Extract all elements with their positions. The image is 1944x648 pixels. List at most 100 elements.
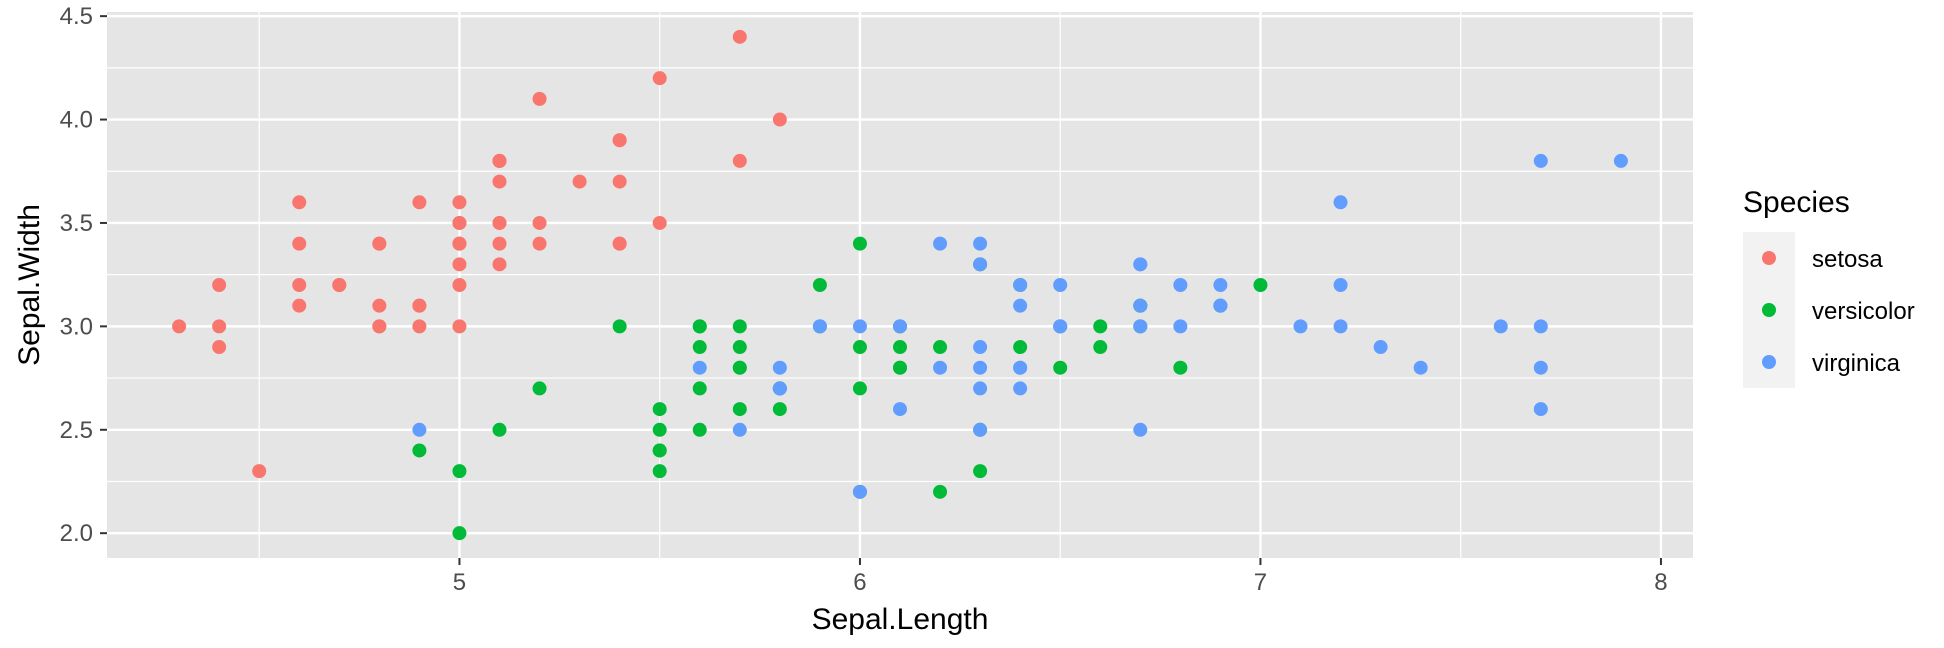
data-point-setosa xyxy=(452,236,467,251)
data-point-virginica xyxy=(772,360,787,375)
data-point-virginica xyxy=(933,236,948,251)
data-point-virginica xyxy=(893,319,907,334)
data-point-virginica xyxy=(732,422,747,437)
data-point-virginica xyxy=(1333,278,1348,292)
data-point-versicolor xyxy=(412,443,427,458)
data-point-versicolor xyxy=(1173,360,1188,375)
data-point-setosa xyxy=(452,278,467,292)
data-point-virginica xyxy=(852,319,867,334)
data-point-versicolor xyxy=(893,340,907,355)
data-point-virginica xyxy=(1333,195,1348,210)
data-point-setosa xyxy=(732,29,747,44)
data-point-virginica xyxy=(1133,298,1148,313)
data-point-virginica xyxy=(973,381,988,396)
data-point-setosa xyxy=(452,319,467,334)
data-point-setosa xyxy=(492,236,507,251)
data-point-virginica xyxy=(1213,278,1228,292)
data-point-setosa xyxy=(612,133,627,148)
data-point-virginica xyxy=(1613,153,1628,168)
data-point-versicolor xyxy=(452,464,467,479)
data-point-setosa xyxy=(172,319,187,334)
data-point-versicolor xyxy=(692,381,707,396)
legend-title: Species xyxy=(1743,186,1850,219)
data-point-virginica xyxy=(973,360,988,375)
data-point-virginica xyxy=(1533,153,1548,168)
data-point-setosa xyxy=(372,319,387,334)
data-point-virginica xyxy=(1493,319,1508,334)
data-point-setosa xyxy=(772,112,787,127)
data-point-setosa xyxy=(492,215,507,230)
data-point-virginica xyxy=(1533,319,1548,334)
data-point-virginica xyxy=(973,340,988,355)
panel-background xyxy=(107,12,1693,558)
data-point-versicolor xyxy=(732,319,747,334)
y-tick-label: 3.0 xyxy=(60,313,93,340)
data-point-virginica xyxy=(973,422,988,437)
data-point-versicolor xyxy=(893,360,907,375)
data-point-versicolor xyxy=(452,526,467,541)
data-point-virginica xyxy=(1533,402,1548,417)
data-point-versicolor xyxy=(532,381,547,396)
data-point-versicolor xyxy=(772,402,787,417)
data-point-versicolor xyxy=(1053,360,1068,375)
data-point-virginica xyxy=(1133,422,1148,437)
legend-label-setosa: setosa xyxy=(1812,246,1883,273)
data-point-virginica xyxy=(933,360,948,375)
data-point-virginica xyxy=(893,402,907,417)
data-point-setosa xyxy=(612,174,627,189)
x-tick-label: 5 xyxy=(453,569,466,596)
data-point-virginica xyxy=(1413,360,1428,375)
data-point-versicolor xyxy=(973,464,988,479)
series-setosa xyxy=(172,29,787,479)
data-point-virginica xyxy=(1173,319,1188,334)
data-point-setosa xyxy=(252,464,267,479)
data-point-setosa xyxy=(292,278,307,292)
data-point-versicolor xyxy=(692,422,707,437)
legend-marker-versicolor xyxy=(1762,303,1776,317)
data-point-setosa xyxy=(532,236,547,251)
data-point-virginica xyxy=(1213,298,1228,313)
data-point-virginica xyxy=(692,360,707,375)
data-point-setosa xyxy=(292,195,307,210)
data-point-virginica xyxy=(1133,257,1148,272)
data-point-setosa xyxy=(732,153,747,168)
data-point-virginica xyxy=(1053,319,1068,334)
data-point-setosa xyxy=(652,71,667,86)
x-tick-label: 7 xyxy=(1254,569,1267,596)
data-point-setosa xyxy=(532,215,547,230)
legend-marker-virginica xyxy=(1762,355,1776,369)
data-point-virginica xyxy=(973,236,988,251)
data-point-versicolor xyxy=(933,484,948,499)
data-point-virginica xyxy=(1053,278,1068,292)
data-point-versicolor xyxy=(812,278,827,292)
data-point-virginica xyxy=(772,381,787,396)
data-point-setosa xyxy=(532,91,547,106)
data-point-setosa xyxy=(412,298,427,313)
data-point-versicolor xyxy=(852,381,867,396)
data-point-setosa xyxy=(452,215,467,230)
legend-label-versicolor: versicolor xyxy=(1812,298,1915,325)
data-point-setosa xyxy=(652,215,667,230)
data-point-virginica xyxy=(1173,278,1188,292)
data-point-setosa xyxy=(212,278,227,292)
data-point-versicolor xyxy=(652,422,667,437)
data-point-versicolor xyxy=(1253,278,1268,292)
data-point-virginica xyxy=(1133,319,1148,334)
legend-marker-setosa xyxy=(1762,251,1776,265)
legend-label-virginica: virginica xyxy=(1812,350,1901,377)
data-point-virginica xyxy=(1373,340,1388,355)
y-axis-title: Sepal.Width xyxy=(13,204,46,366)
data-point-setosa xyxy=(412,195,427,210)
data-point-versicolor xyxy=(652,464,667,479)
y-tick-label: 2.0 xyxy=(60,520,93,547)
data-point-setosa xyxy=(372,236,387,251)
data-point-versicolor xyxy=(732,360,747,375)
data-point-setosa xyxy=(292,236,307,251)
x-tick-label: 8 xyxy=(1654,569,1667,596)
data-point-setosa xyxy=(292,298,307,313)
data-point-virginica xyxy=(412,422,427,437)
data-point-setosa xyxy=(452,257,467,272)
data-point-virginica xyxy=(812,319,827,334)
data-point-virginica xyxy=(1013,381,1028,396)
